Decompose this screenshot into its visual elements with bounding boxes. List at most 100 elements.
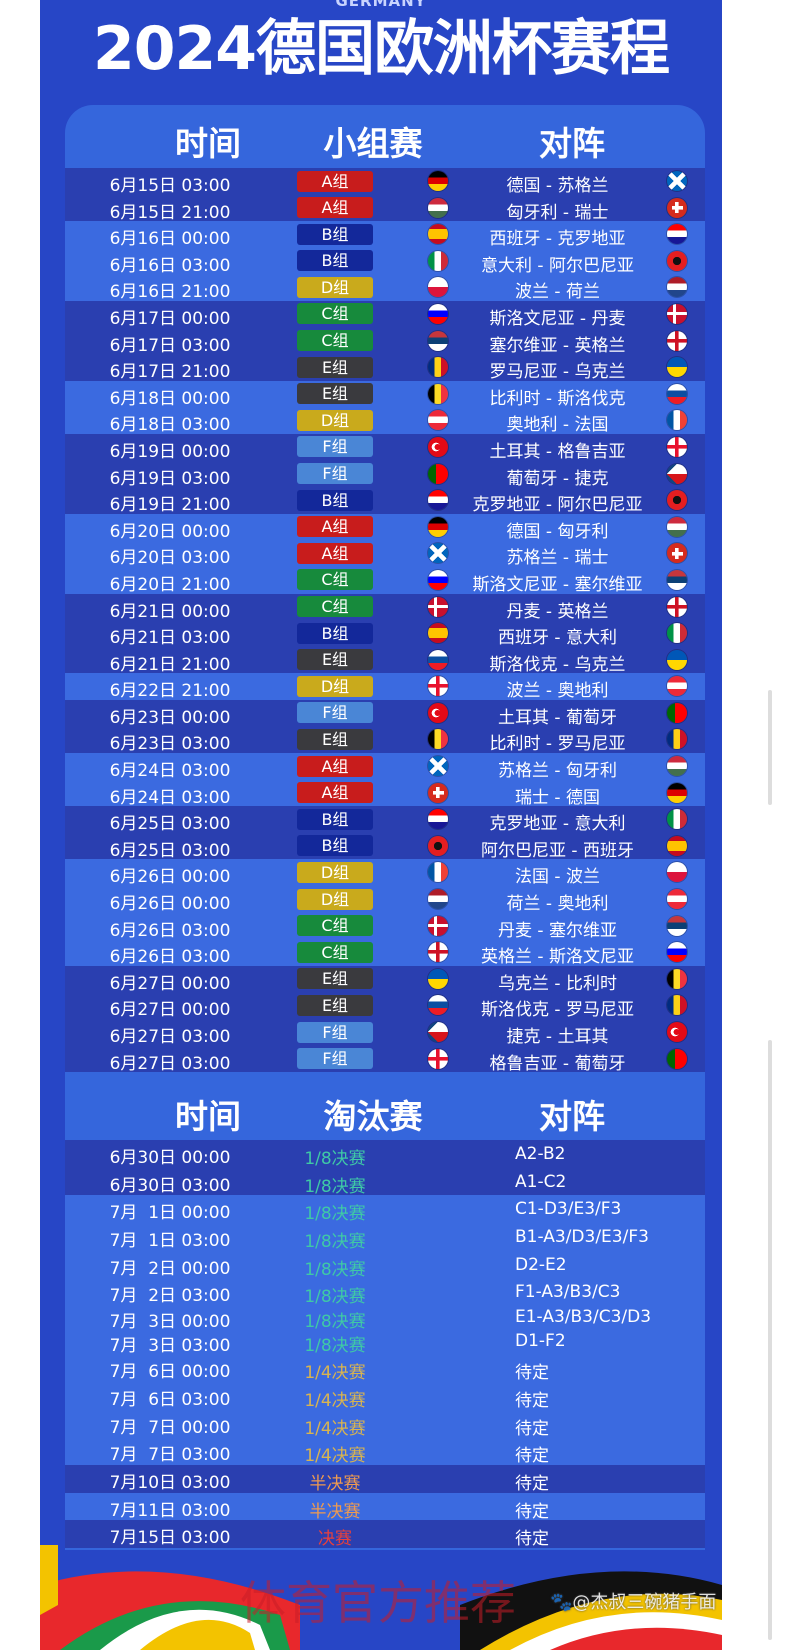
round-label: 1/4决赛	[304, 1390, 366, 1411]
flag-tr-icon	[428, 436, 448, 457]
flag-al-icon	[667, 250, 687, 271]
match-time: 6月30日 00:00	[109, 1148, 231, 1168]
table-row: 6月26日 03:00 C组 英格兰 - 斯洛文尼亚	[65, 939, 705, 968]
matchup: 比利时 - 斯洛伐克	[489, 388, 626, 409]
match-time: 7月 6日 03:00	[109, 1389, 231, 1410]
table-row: 6月16日 00:00 B组 西班牙 - 克罗地亚	[65, 221, 705, 250]
col-stage: 小组赛	[323, 124, 423, 163]
flag-en-icon	[667, 596, 687, 617]
matchup: 英格兰 - 斯洛文尼亚	[481, 947, 634, 968]
flag-fr-icon	[428, 862, 448, 883]
group-badge: E组	[297, 994, 373, 1016]
flag-at-icon	[667, 676, 687, 697]
matchup: 丹麦 - 英格兰	[506, 601, 609, 622]
table-row: 6月26日 03:00 C组 丹麦 - 塞尔维亚	[65, 912, 705, 941]
table-row: 7月 2日 00:00 1/8决赛 D2-E2	[65, 1250, 705, 1280]
match-time: 6月20日 00:00	[109, 521, 231, 542]
match-time: 7月 7日 03:00	[109, 1445, 231, 1466]
match-time: 6月19日 00:00	[109, 441, 231, 462]
flag-rs-icon	[667, 915, 687, 936]
subtitle: GERMANY	[335, 0, 427, 10]
group-badge: B组	[297, 489, 373, 511]
table-row: 6月27日 00:00 E组 斯洛伐克 - 罗马尼亚	[65, 992, 705, 1021]
match-time: 7月 1日 00:00	[109, 1203, 231, 1224]
flag-hr-icon	[428, 809, 448, 830]
matchup: 克罗地亚 - 意大利	[489, 814, 626, 835]
match-time: 6月16日 00:00	[109, 229, 231, 250]
match-time: 6月17日 21:00	[109, 362, 231, 383]
match-time: 6月24日 03:00	[109, 787, 231, 808]
matchup: 阿尔巴尼亚 - 西班牙	[481, 840, 634, 861]
flag-fr-icon	[667, 410, 687, 431]
group-badge: A组	[297, 782, 373, 804]
flag-sk-icon	[667, 383, 687, 404]
group-badge: E组	[297, 356, 373, 378]
match-time: 6月16日 03:00	[109, 255, 231, 276]
flag-hr-icon	[428, 490, 448, 511]
match-time: 6月25日 03:00	[109, 840, 231, 861]
group-badge: C组	[297, 303, 373, 325]
knockout-header: 时间 淘汰赛 对阵	[65, 1078, 705, 1140]
match-time: 6月27日 03:00	[109, 1053, 231, 1074]
table-row: 6月18日 03:00 D组 奥地利 - 法国	[65, 407, 705, 436]
credit: 🐾@杰叔三碗猪手面	[550, 1592, 717, 1613]
matchup: 丹麦 - 塞尔维亚	[498, 920, 617, 941]
matchup: 葡萄牙 - 捷克	[506, 468, 609, 489]
match-time: 6月19日 21:00	[109, 495, 231, 516]
table-row: 6月15日 21:00 A组 匈牙利 - 瑞士	[65, 194, 705, 223]
flag-hu-icon	[667, 756, 687, 777]
match-time: 6月20日 21:00	[109, 574, 231, 595]
flag-pt-icon	[428, 463, 448, 484]
match-time: 6月26日 00:00	[109, 894, 231, 915]
table-row: 6月22日 21:00 D组 波兰 - 奥地利	[65, 673, 705, 701]
col-time: 时间	[175, 1097, 241, 1136]
group-badge: F组	[297, 702, 373, 724]
flag-at-icon	[428, 410, 448, 431]
flag-be-icon	[428, 729, 448, 750]
flag-hr-icon	[667, 224, 687, 245]
matchup: 意大利 - 阿尔巴尼亚	[481, 255, 634, 276]
matchup: 斯洛伐克 - 乌克兰	[489, 654, 626, 675]
matchup: 奥地利 - 法国	[506, 415, 609, 436]
match-time: 6月26日 03:00	[109, 920, 231, 941]
flag-tr-icon	[667, 1022, 687, 1042]
matchup: 待定	[515, 1363, 549, 1384]
flag-de-icon	[428, 171, 448, 191]
match-time: 6月17日 00:00	[109, 308, 231, 329]
group-badge: B组	[297, 250, 373, 272]
page-title: 2024德国欧洲杯赛程	[93, 14, 670, 84]
flag-si-icon	[667, 942, 687, 963]
table-row: 6月25日 03:00 B组 阿尔巴尼亚 - 西班牙	[65, 832, 705, 861]
group-badge: C组	[297, 330, 373, 352]
match-time: 6月19日 03:00	[109, 468, 231, 489]
scrollbar[interactable]	[768, 690, 772, 805]
flag-es-icon	[428, 623, 448, 644]
group-badge: E组	[297, 649, 373, 671]
round-label: 1/8决赛	[304, 1149, 366, 1169]
flag-ch-icon	[667, 197, 687, 218]
flag-si-icon	[428, 303, 448, 324]
matchup: 斯洛伐克 - 罗马尼亚	[481, 1000, 634, 1021]
flag-ua-icon	[428, 968, 448, 989]
match-time: 6月30日 03:00	[109, 1175, 231, 1196]
knockout-table: 6月30日 00:00 1/8决赛 A2-B2 6月30日 03:00 1/8决赛 A1-…	[65, 1140, 705, 1549]
flag-ro-icon	[667, 995, 687, 1016]
group-badge: B组	[297, 835, 373, 857]
col-stage: 淘汰赛	[323, 1097, 423, 1136]
matchup: 德国 - 匈牙利	[506, 521, 609, 542]
round-label: 1/8决赛	[304, 1259, 366, 1280]
round-label: 1/8决赛	[304, 1204, 366, 1225]
flag-ge-icon	[428, 1048, 448, 1069]
round-label: 1/8决赛	[304, 1312, 366, 1333]
match-time: 6月21日 00:00	[109, 601, 231, 622]
flag-ge-icon	[667, 436, 687, 457]
flag-cz-icon	[428, 1022, 448, 1042]
decorative-stripes	[40, 1545, 722, 1650]
table-row: 6月21日 21:00 E组 斯洛伐克 - 乌克兰	[65, 646, 705, 675]
group-badge: B组	[297, 223, 373, 245]
table-row: 6月19日 00:00 F组 土耳其 - 格鲁吉亚	[65, 433, 705, 462]
matchup: 待定	[515, 1473, 549, 1494]
match-time: 7月 6日 00:00	[109, 1362, 231, 1383]
flag-ua-icon	[667, 649, 687, 670]
group-badge: F组	[297, 436, 373, 458]
